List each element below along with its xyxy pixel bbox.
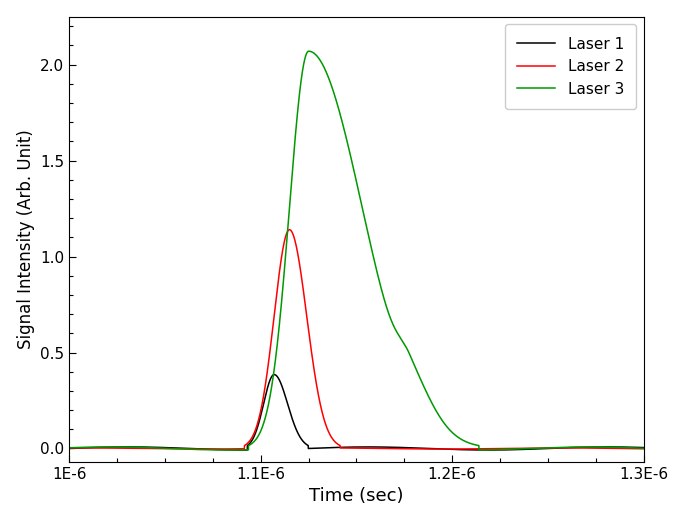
Laser 1 [522, 446, 530, 453]
Laser 3 [406, 350, 414, 357]
Laser 2 [438, 446, 447, 452]
Laser 2 [405, 446, 413, 452]
Laser 3 [94, 444, 102, 450]
Laser 1 [273, 373, 282, 379]
X-axis label: Time (sec): Time (sec) [309, 488, 403, 505]
Laser 1 [405, 445, 413, 451]
Laser 2 [94, 445, 102, 451]
Line: Laser 2: Laser 2 [69, 230, 644, 449]
Laser 3 [65, 445, 73, 451]
Laser 3 [225, 447, 234, 453]
Legend: Laser 1, Laser 2, Laser 3: Laser 1, Laser 2, Laser 3 [505, 25, 636, 109]
Laser 3 [430, 405, 438, 411]
Laser 1 [65, 445, 73, 452]
Laser 2 [640, 446, 648, 452]
Laser 1 [94, 444, 102, 450]
Laser 1 [270, 372, 278, 378]
Laser 2 [522, 445, 530, 452]
Laser 2 [286, 227, 294, 233]
Laser 2 [273, 286, 282, 292]
Laser 3 [305, 48, 313, 54]
Laser 3 [273, 341, 282, 347]
Laser 3 [491, 446, 499, 453]
Laser 2 [430, 446, 438, 452]
Line: Laser 3: Laser 3 [69, 51, 644, 450]
Y-axis label: Signal Intensity (Arb. Unit): Signal Intensity (Arb. Unit) [16, 129, 35, 349]
Laser 1 [484, 447, 493, 453]
Laser 3 [640, 445, 648, 452]
Line: Laser 1: Laser 1 [69, 375, 644, 450]
Laser 1 [491, 447, 499, 453]
Laser 1 [640, 444, 648, 450]
Laser 1 [430, 446, 438, 452]
Laser 2 [491, 445, 499, 452]
Laser 2 [65, 445, 73, 451]
Laser 3 [522, 445, 530, 452]
